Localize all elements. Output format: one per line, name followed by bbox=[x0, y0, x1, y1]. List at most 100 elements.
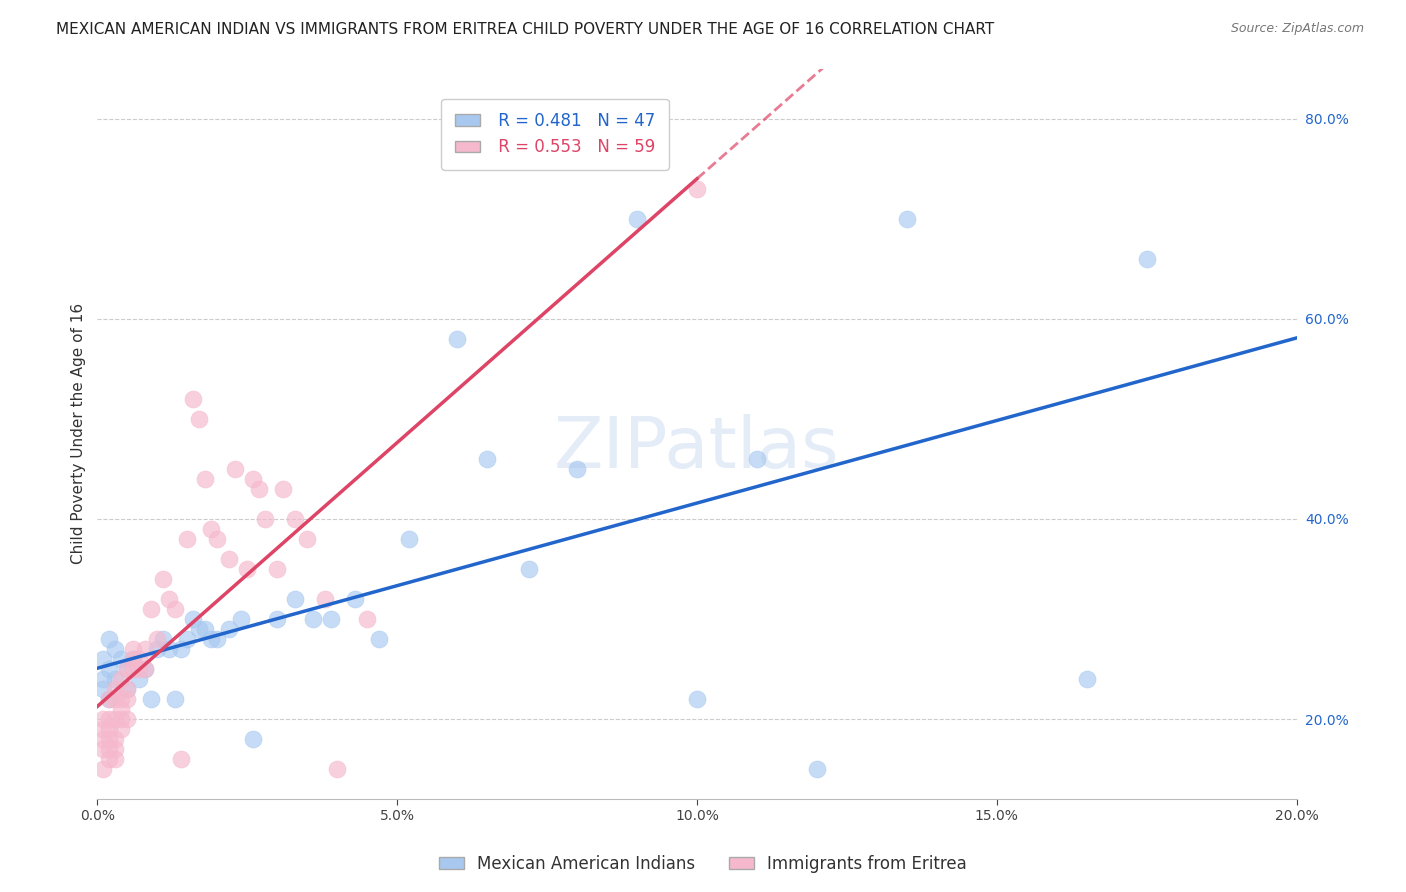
Point bbox=[326, 762, 349, 776]
Point bbox=[806, 762, 828, 776]
Point bbox=[110, 722, 132, 736]
Point bbox=[152, 572, 174, 586]
Point bbox=[745, 451, 768, 466]
Point bbox=[146, 642, 169, 657]
Point bbox=[146, 632, 169, 646]
Point bbox=[302, 612, 325, 626]
Point bbox=[176, 632, 198, 646]
Point bbox=[207, 632, 229, 646]
Point bbox=[321, 612, 343, 626]
Point bbox=[170, 752, 193, 766]
Point bbox=[218, 622, 240, 636]
Point bbox=[207, 532, 229, 546]
Point bbox=[231, 612, 253, 626]
Text: MEXICAN AMERICAN INDIAN VS IMMIGRANTS FROM ERITREA CHILD POVERTY UNDER THE AGE O: MEXICAN AMERICAN INDIAN VS IMMIGRANTS FR… bbox=[56, 22, 994, 37]
Point bbox=[271, 482, 294, 496]
Point bbox=[93, 672, 115, 686]
Text: ZIPatlas: ZIPatlas bbox=[554, 414, 839, 483]
Legend: Mexican American Indians, Immigrants from Eritrea: Mexican American Indians, Immigrants fro… bbox=[433, 848, 973, 880]
Point bbox=[98, 752, 121, 766]
Point bbox=[1136, 252, 1159, 266]
Point bbox=[686, 692, 709, 706]
Point bbox=[93, 652, 115, 666]
Point bbox=[200, 632, 222, 646]
Text: Source: ZipAtlas.com: Source: ZipAtlas.com bbox=[1230, 22, 1364, 36]
Point bbox=[117, 692, 139, 706]
Point bbox=[122, 642, 145, 657]
Point bbox=[297, 532, 319, 546]
Point bbox=[141, 602, 163, 616]
Point bbox=[122, 652, 145, 666]
Point bbox=[104, 742, 127, 756]
Point bbox=[117, 662, 139, 676]
Point bbox=[626, 211, 648, 226]
Point bbox=[194, 622, 217, 636]
Point bbox=[98, 742, 121, 756]
Point bbox=[98, 731, 121, 746]
Point bbox=[104, 712, 127, 726]
Point bbox=[117, 681, 139, 696]
Point bbox=[165, 692, 187, 706]
Point bbox=[194, 472, 217, 486]
Point bbox=[110, 652, 132, 666]
Point bbox=[176, 532, 198, 546]
Point bbox=[446, 332, 468, 346]
Point bbox=[236, 562, 259, 576]
Point bbox=[128, 652, 150, 666]
Point bbox=[242, 731, 264, 746]
Point bbox=[517, 562, 540, 576]
Point bbox=[314, 591, 336, 606]
Point bbox=[98, 692, 121, 706]
Point bbox=[284, 512, 307, 526]
Point bbox=[110, 712, 132, 726]
Point bbox=[398, 532, 420, 546]
Point bbox=[98, 662, 121, 676]
Point bbox=[565, 462, 588, 476]
Point bbox=[128, 662, 150, 676]
Point bbox=[110, 702, 132, 716]
Point bbox=[896, 211, 918, 226]
Point bbox=[686, 181, 709, 195]
Point bbox=[117, 712, 139, 726]
Point bbox=[218, 552, 240, 566]
Y-axis label: Child Poverty Under the Age of 16: Child Poverty Under the Age of 16 bbox=[72, 303, 86, 565]
Point bbox=[134, 662, 156, 676]
Point bbox=[475, 451, 498, 466]
Point bbox=[93, 742, 115, 756]
Point bbox=[157, 591, 180, 606]
Point bbox=[181, 612, 204, 626]
Point bbox=[98, 722, 121, 736]
Point bbox=[104, 672, 127, 686]
Point bbox=[122, 662, 145, 676]
Point bbox=[104, 692, 127, 706]
Point bbox=[188, 622, 211, 636]
Point bbox=[93, 681, 115, 696]
Point bbox=[165, 602, 187, 616]
Point bbox=[117, 681, 139, 696]
Point bbox=[128, 672, 150, 686]
Point bbox=[98, 632, 121, 646]
Point bbox=[93, 722, 115, 736]
Point bbox=[134, 662, 156, 676]
Point bbox=[152, 632, 174, 646]
Point bbox=[188, 411, 211, 425]
Point bbox=[181, 392, 204, 406]
Point bbox=[266, 612, 288, 626]
Point bbox=[122, 652, 145, 666]
Point bbox=[134, 642, 156, 657]
Point bbox=[104, 752, 127, 766]
Point bbox=[242, 472, 264, 486]
Point bbox=[247, 482, 270, 496]
Point bbox=[93, 762, 115, 776]
Point bbox=[117, 662, 139, 676]
Point bbox=[104, 642, 127, 657]
Point bbox=[266, 562, 288, 576]
Point bbox=[284, 591, 307, 606]
Point bbox=[254, 512, 277, 526]
Point bbox=[157, 642, 180, 657]
Point bbox=[1076, 672, 1098, 686]
Point bbox=[356, 612, 378, 626]
Point bbox=[170, 642, 193, 657]
Point bbox=[110, 692, 132, 706]
Point bbox=[93, 731, 115, 746]
